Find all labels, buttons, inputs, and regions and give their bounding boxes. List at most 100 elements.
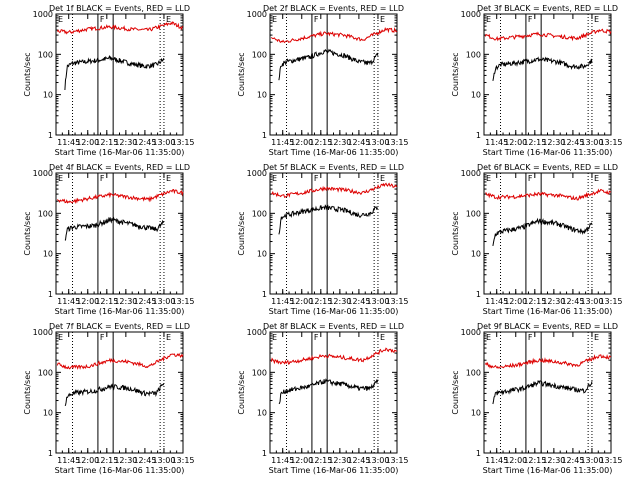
x-tick-label: 12:15 [309, 297, 332, 306]
panel-det-8: Det 8f BLACK = Events, RED = LLD 1 10 100 10… [237, 322, 409, 475]
marker-label: F [100, 174, 105, 183]
y-tick-label: 1 [476, 131, 481, 140]
marker-label: E [380, 15, 385, 24]
panel-title: Det 2f BLACK = Events, RED = LLD [263, 4, 404, 13]
y-tick-label: 1000 [461, 328, 481, 337]
series-line-events [492, 56, 593, 81]
panel-det-9: Det 9f BLACK = Events, RED = LLD 1 10 100 10… [451, 322, 623, 475]
marker-label: E [58, 174, 63, 183]
x-tick-label: 12:45 [347, 456, 370, 465]
series-line-events [278, 378, 379, 405]
x-tick-label: 12:45 [133, 297, 156, 306]
marker-label: E [380, 174, 385, 183]
y-axis-label: Counts/sec [23, 52, 32, 96]
y-tick-label: 1000 [247, 10, 267, 19]
x-tick-label: 13:00 [366, 456, 389, 465]
series-line-lld [56, 189, 184, 205]
panel-title: Det 1f BLACK = Events, RED = LLD [49, 4, 190, 13]
x-tick-label: 11:45 [485, 456, 508, 465]
y-tick-label: 10 [43, 409, 53, 418]
panel-title: Det 7f BLACK = Events, RED = LLD [49, 322, 190, 331]
panel-det-6: Det 6f BLACK = Events, RED = LLD 1 10 100 10… [451, 163, 623, 316]
x-tick-label: 12:45 [347, 138, 370, 147]
y-axis-label: Counts/sec [451, 52, 460, 96]
x-tick-label: 11:45 [57, 456, 80, 465]
series-line-events [492, 380, 593, 405]
y-tick-label: 1000 [33, 169, 53, 178]
marker-label: E [272, 333, 277, 342]
series-line-lld [270, 347, 398, 365]
x-axis-label: Start Time (16-Mar-06 11:35:00) [55, 148, 185, 157]
marker-label: F [528, 15, 533, 24]
y-tick-label: 100 [38, 50, 53, 59]
marker-label: F [100, 333, 105, 342]
marker-label: F [528, 174, 533, 183]
x-tick-label: 12:00 [504, 456, 527, 465]
x-axis-label: Start Time (16-Mar-06 11:35:00) [55, 466, 185, 475]
marker-label: F [100, 15, 105, 24]
x-tick-label: 12:15 [309, 456, 332, 465]
panel-title: Det 4f BLACK = Events, RED = LLD [49, 163, 190, 172]
x-tick-label: 12:30 [114, 138, 137, 147]
marker-label: E [380, 333, 385, 342]
x-axis-label: Start Time (16-Mar-06 11:35:00) [483, 466, 613, 475]
x-tick-label: 13:15 [385, 138, 408, 147]
x-tick-label: 12:15 [95, 138, 118, 147]
series-line-events [278, 48, 379, 81]
x-tick-label: 13:15 [171, 456, 194, 465]
y-tick-label: 1000 [33, 10, 53, 19]
y-tick-label: 1 [262, 449, 267, 458]
series-line-events [278, 204, 379, 235]
x-tick-label: 12:45 [561, 138, 584, 147]
panel-det-3: Det 3f BLACK = Events, RED = LLD 1 10 100 10… [451, 4, 623, 157]
panel-title: Det 8f BLACK = Events, RED = LLD [263, 322, 404, 331]
x-tick-label: 12:45 [133, 456, 156, 465]
x-tick-label: 13:15 [385, 297, 408, 306]
marker-label: E [272, 15, 277, 24]
x-axis-label: Start Time (16-Mar-06 11:35:00) [483, 148, 613, 157]
x-tick-label: 12:00 [290, 138, 313, 147]
x-tick-label: 13:15 [171, 297, 194, 306]
marker-label: F [314, 174, 319, 183]
x-tick-label: 12:00 [76, 297, 99, 306]
x-tick-label: 12:15 [309, 138, 332, 147]
x-axis-label: Start Time (16-Mar-06 11:35:00) [55, 307, 185, 316]
y-axis-label: Counts/sec [237, 370, 246, 414]
x-tick-label: 12:30 [328, 297, 351, 306]
y-tick-label: 100 [252, 368, 267, 377]
panel-det-2: Det 2f BLACK = Events, RED = LLD 1 10 100 10… [237, 4, 409, 157]
y-axis-label: Counts/sec [237, 52, 246, 96]
x-tick-label: 12:45 [347, 297, 370, 306]
x-tick-label: 13:15 [599, 456, 622, 465]
marker-label: E [166, 15, 171, 24]
series-line-lld [484, 354, 611, 369]
y-tick-label: 100 [466, 209, 481, 218]
x-tick-label: 12:00 [290, 456, 313, 465]
panel-title: Det 5f BLACK = Events, RED = LLD [263, 163, 404, 172]
x-tick-label: 13:15 [385, 456, 408, 465]
y-tick-label: 10 [471, 91, 481, 100]
x-tick-label: 13:15 [599, 138, 622, 147]
marker-label: E [166, 174, 171, 183]
series-line-lld [56, 21, 184, 35]
y-axis-label: Counts/sec [23, 211, 32, 255]
x-tick-label: 12:30 [114, 456, 137, 465]
x-tick-label: 13:15 [171, 138, 194, 147]
y-tick-label: 10 [257, 409, 267, 418]
marker-label: E [58, 333, 63, 342]
marker-label: E [594, 333, 599, 342]
x-tick-label: 13:00 [366, 297, 389, 306]
marker-label: E [594, 174, 599, 183]
x-tick-label: 12:00 [504, 297, 527, 306]
x-tick-label: 12:30 [542, 138, 565, 147]
y-tick-label: 100 [252, 209, 267, 218]
x-tick-label: 11:45 [271, 138, 294, 147]
x-tick-label: 12:30 [328, 138, 351, 147]
y-tick-label: 10 [43, 250, 53, 259]
y-tick-label: 100 [38, 368, 53, 377]
y-tick-label: 100 [38, 209, 53, 218]
y-tick-label: 1000 [33, 328, 53, 337]
series-line-events [64, 54, 165, 91]
panel-title: Det 3f BLACK = Events, RED = LLD [477, 4, 618, 13]
x-tick-label: 12:30 [542, 456, 565, 465]
